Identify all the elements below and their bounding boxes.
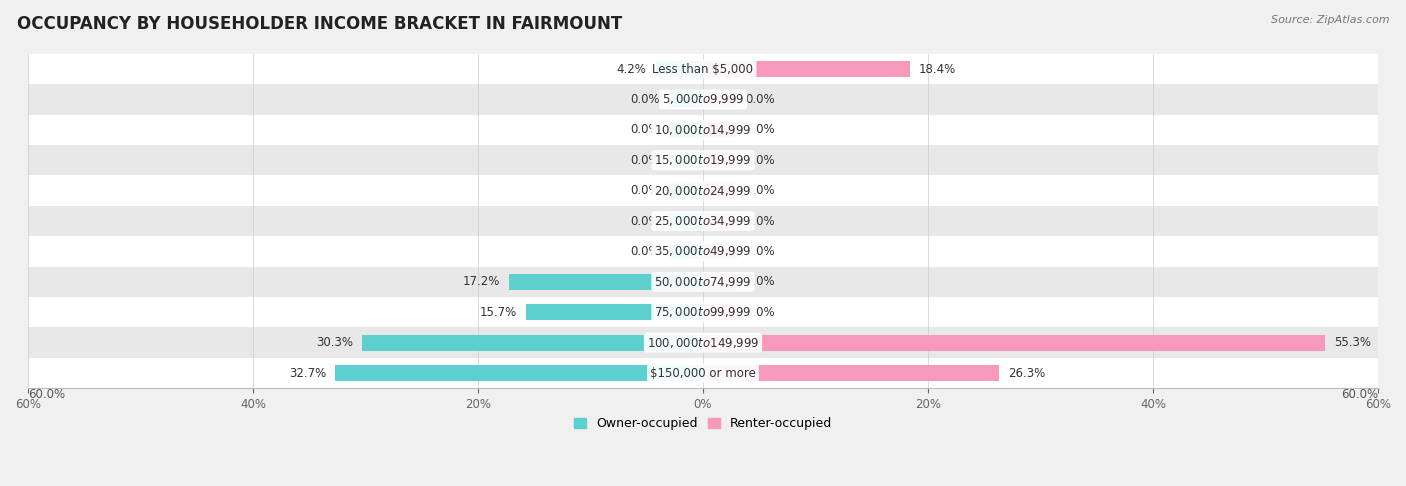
Bar [28, 267, 1378, 297]
Bar [526, 304, 703, 320]
Text: 0.0%: 0.0% [631, 93, 661, 106]
Bar [703, 61, 910, 77]
Text: 0.0%: 0.0% [631, 123, 661, 137]
Bar [703, 213, 737, 229]
Text: 55.3%: 55.3% [1334, 336, 1371, 349]
Text: Less than $5,000: Less than $5,000 [652, 63, 754, 76]
Text: 0.0%: 0.0% [745, 184, 775, 197]
Bar [28, 297, 1378, 328]
Bar [703, 304, 737, 320]
Bar [669, 243, 703, 260]
Bar [669, 122, 703, 138]
Bar [28, 145, 1378, 175]
Text: 32.7%: 32.7% [288, 366, 326, 380]
Text: 0.0%: 0.0% [631, 214, 661, 227]
Text: $150,000 or more: $150,000 or more [650, 366, 756, 380]
Text: 60.0%: 60.0% [1341, 388, 1378, 401]
Text: $10,000 to $14,999: $10,000 to $14,999 [654, 123, 752, 137]
Text: 15.7%: 15.7% [479, 306, 517, 319]
Bar [335, 365, 703, 381]
Text: 0.0%: 0.0% [631, 184, 661, 197]
Text: 0.0%: 0.0% [745, 276, 775, 288]
Bar [28, 358, 1378, 388]
Text: $5,000 to $9,999: $5,000 to $9,999 [662, 92, 744, 106]
Text: 30.3%: 30.3% [316, 336, 353, 349]
Bar [669, 183, 703, 199]
Text: $75,000 to $99,999: $75,000 to $99,999 [654, 305, 752, 319]
Text: 17.2%: 17.2% [463, 276, 501, 288]
Text: 0.0%: 0.0% [745, 214, 775, 227]
Text: Source: ZipAtlas.com: Source: ZipAtlas.com [1271, 15, 1389, 25]
Text: 0.0%: 0.0% [631, 245, 661, 258]
Bar [655, 61, 703, 77]
Bar [669, 152, 703, 168]
Bar [703, 335, 1324, 350]
Text: 0.0%: 0.0% [631, 154, 661, 167]
Bar [703, 274, 737, 290]
Bar [703, 365, 998, 381]
Text: 0.0%: 0.0% [745, 123, 775, 137]
Bar [28, 328, 1378, 358]
Bar [703, 183, 737, 199]
Bar [669, 213, 703, 229]
Text: 0.0%: 0.0% [745, 245, 775, 258]
Text: $25,000 to $34,999: $25,000 to $34,999 [654, 214, 752, 228]
Text: $50,000 to $74,999: $50,000 to $74,999 [654, 275, 752, 289]
Bar [28, 236, 1378, 267]
Bar [28, 206, 1378, 236]
Text: 26.3%: 26.3% [1008, 366, 1045, 380]
Bar [28, 175, 1378, 206]
Bar [669, 91, 703, 107]
Text: 60.0%: 60.0% [28, 388, 65, 401]
Legend: Owner-occupied, Renter-occupied: Owner-occupied, Renter-occupied [568, 413, 838, 435]
Text: 0.0%: 0.0% [745, 93, 775, 106]
Text: 0.0%: 0.0% [745, 154, 775, 167]
Bar [28, 115, 1378, 145]
Text: $100,000 to $149,999: $100,000 to $149,999 [647, 336, 759, 349]
Text: 0.0%: 0.0% [745, 306, 775, 319]
Bar [363, 335, 703, 350]
Bar [703, 152, 737, 168]
Bar [703, 122, 737, 138]
Bar [28, 54, 1378, 84]
Bar [703, 91, 737, 107]
Text: OCCUPANCY BY HOUSEHOLDER INCOME BRACKET IN FAIRMOUNT: OCCUPANCY BY HOUSEHOLDER INCOME BRACKET … [17, 15, 621, 33]
Bar [703, 243, 737, 260]
Text: 4.2%: 4.2% [617, 63, 647, 76]
Text: 18.4%: 18.4% [920, 63, 956, 76]
Text: $35,000 to $49,999: $35,000 to $49,999 [654, 244, 752, 259]
Text: $20,000 to $24,999: $20,000 to $24,999 [654, 184, 752, 198]
Bar [509, 274, 703, 290]
Text: $15,000 to $19,999: $15,000 to $19,999 [654, 153, 752, 167]
Bar [28, 84, 1378, 115]
